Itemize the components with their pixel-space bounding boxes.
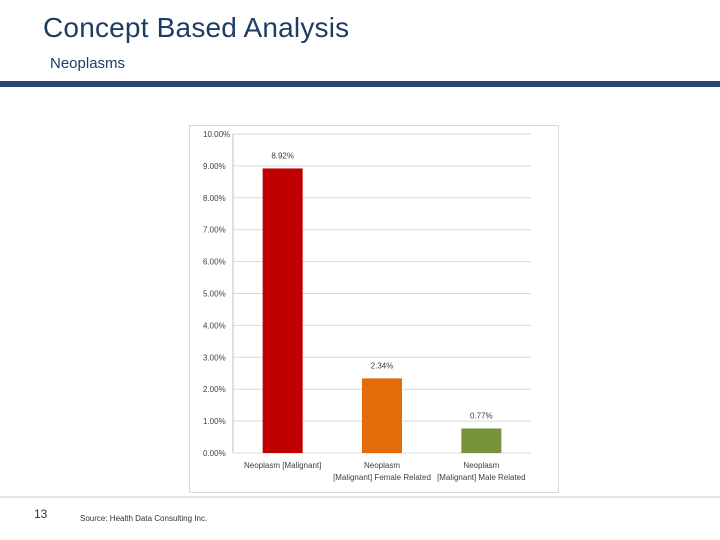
x-category-label: [Malignant] Female Related (333, 473, 431, 482)
source-note: Source: Health Data Consulting Inc. (80, 514, 208, 523)
y-tick-label: 7.00% (203, 226, 226, 235)
bar-chart: 0.00% 1.00% 2.00% 3.00% 4.00% 5.00% 6.00% 7.00%… (189, 125, 559, 493)
data-label: 0.77% (470, 411, 493, 420)
bar (362, 378, 402, 453)
x-category-label: Neoplasm (463, 461, 499, 470)
header-divider (0, 81, 720, 87)
y-tick-label: 10.00% (203, 130, 230, 139)
y-tick-label: 0.00% (203, 449, 226, 458)
slide-title: Concept Based Analysis (43, 12, 350, 43)
data-label: 2.34% (371, 361, 394, 370)
page-number: 13 (34, 507, 48, 521)
y-tick-label: 9.00% (203, 162, 226, 171)
x-category-label: [Malignant] Male Related (437, 473, 526, 482)
y-tick-label: 1.00% (203, 417, 226, 426)
y-tick-label: 4.00% (203, 321, 226, 330)
y-tick-label: 8.00% (203, 194, 226, 203)
x-category-label: Neoplasm (364, 461, 400, 470)
y-tick-label: 3.00% (203, 353, 226, 362)
bar (262, 168, 303, 453)
x-category-label: Neoplasm [Malignant] (244, 461, 321, 470)
chart-svg: 0.00% 1.00% 2.00% 3.00% 4.00% 5.00% 6.00% 7.00%… (189, 125, 559, 493)
data-label: 8.92% (271, 151, 294, 160)
y-tick-label: 2.00% (203, 385, 226, 394)
footer-divider (0, 496, 720, 498)
y-tick-label: 5.00% (203, 290, 226, 299)
bar (461, 428, 502, 453)
y-tick-label: 6.00% (203, 258, 226, 267)
slide-subtitle: Neoplasms (50, 55, 126, 72)
